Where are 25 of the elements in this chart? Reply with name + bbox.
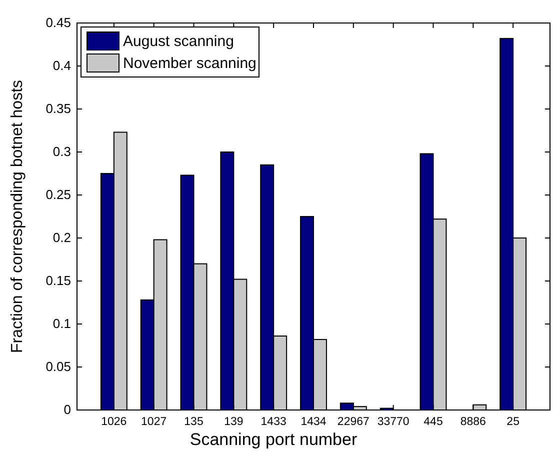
x-tick-label: 445 [424,416,443,428]
legend-label: November scanning [123,55,256,72]
x-tick-label: 135 [184,416,204,428]
x-tick-label: 33770 [377,416,410,428]
legend-label: August scanning [123,33,234,50]
x-tick-label: 1434 [300,416,327,428]
x-tick-label: 22967 [337,416,370,428]
x-tick-label: 1433 [260,416,286,428]
y-tick-label: 0.25 [46,187,71,202]
x-tick-label: 1027 [141,416,167,428]
y-tick-label: 0.1 [52,316,71,332]
x-tick-label: 1026 [101,416,127,428]
y-axis-title: Fraction of corresponding botnet hosts [9,80,26,354]
y-tick-label: 0.2 [52,230,71,246]
y-tick-label: 0.15 [46,273,71,288]
x-tick-label: 25 [506,416,520,428]
y-tick-label: 0.45 [46,15,71,30]
y-tick-label: 0.3 [52,144,71,160]
x-tick-label: 8886 [460,416,486,428]
x-tick-label: 139 [224,416,244,428]
x-axis-title: Scanning port number [190,430,358,449]
y-tick-label: 0.4 [52,58,71,74]
y-tick-label: 0.35 [46,101,71,116]
y-tick-label: 0 [64,402,71,418]
y-tick-label: 0.05 [46,359,71,374]
